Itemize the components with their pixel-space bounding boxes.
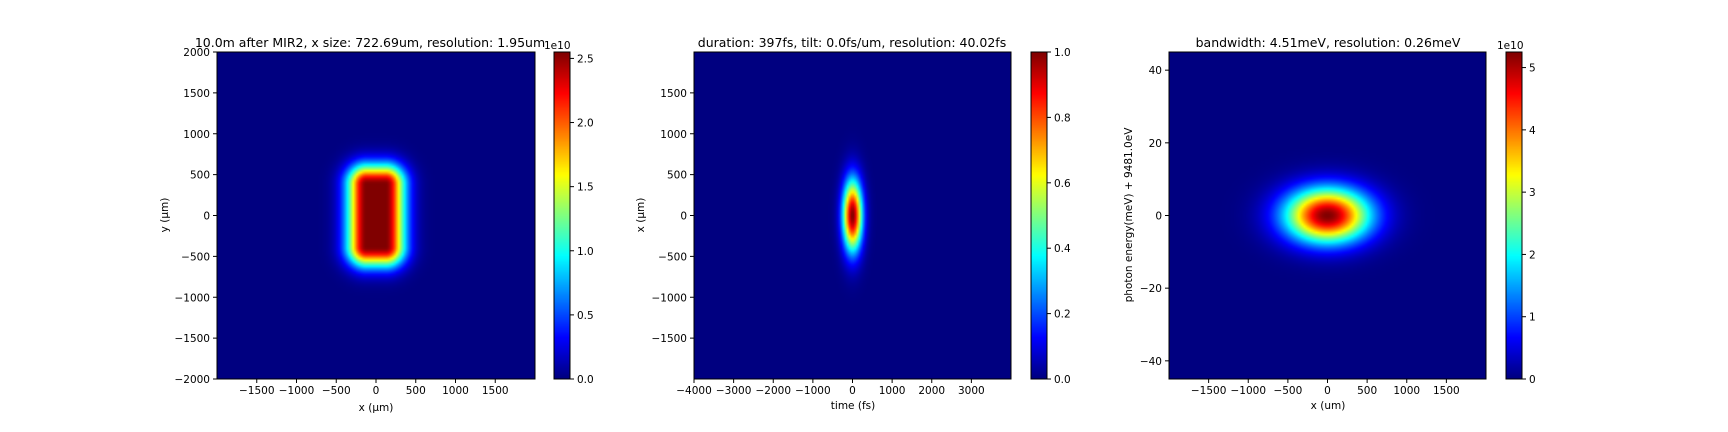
y-tick-label: 500 xyxy=(667,170,687,182)
x-tick-label: 500 xyxy=(406,385,426,397)
y-tick-label: 1000 xyxy=(660,129,687,141)
colorbar-tick-label: 2.5 xyxy=(577,53,594,65)
y-axis-label: photon energy(meV) + 9481.0eV xyxy=(1123,127,1135,303)
x-tick-label: −500 xyxy=(322,385,351,397)
colorbar-tick-label: 0 xyxy=(1529,374,1536,386)
colorbar-tick-label: 0.6 xyxy=(1054,178,1071,190)
y-tick-label: −20 xyxy=(1140,283,1162,295)
x-tick-label: 500 xyxy=(1357,385,1377,397)
colorbar-tick-label: 0.0 xyxy=(577,374,594,386)
colorbar-tick-label: 5 xyxy=(1529,63,1536,75)
x-axis-label: time (fs) xyxy=(831,400,875,412)
panel-time-x: duration: 397fs, tilt: 0.0fs/um, resolut… xyxy=(635,35,1071,412)
colorbar-frame xyxy=(1030,51,1048,380)
heatmap-image xyxy=(217,52,535,379)
heatmap-image xyxy=(1169,52,1486,379)
x-tick-label: −1000 xyxy=(279,385,315,397)
y-tick-label: 1500 xyxy=(660,88,687,100)
colorbar-tick-label: 1.0 xyxy=(577,246,594,258)
y-axis: −2000 −1500 −1000 −500 0 500 1000 1500 2000 xyxy=(174,47,217,386)
x-tick-label: −3000 xyxy=(716,385,752,397)
x-tick-label: −1500 xyxy=(239,385,275,397)
x-tick-label: 1500 xyxy=(1433,385,1460,397)
colorbar-image xyxy=(1031,52,1047,379)
y-axis: −1500 −1000 −500 0 500 1000 1500 xyxy=(651,88,694,345)
y-tick-label: 0 xyxy=(203,211,210,223)
x-tick-label: −1000 xyxy=(1230,385,1266,397)
y-tick-label: −1500 xyxy=(651,333,687,345)
y-axis-label: y (μm) xyxy=(159,198,171,233)
colorbar-axis: 0.0 0.5 1.0 1.5 2.0 2.5 xyxy=(570,53,594,386)
y-axis: −40 −20 0 20 40 xyxy=(1140,65,1169,368)
x-axis-label: x (μm) xyxy=(359,402,394,414)
x-tick-label: −2000 xyxy=(755,385,791,397)
y-tick-label: −40 xyxy=(1140,356,1162,368)
colorbar-tick-label: 1 xyxy=(1529,312,1536,324)
colorbar-tick-label: 0.5 xyxy=(577,310,594,322)
y-tick-label: −1000 xyxy=(174,292,210,304)
panel-title: duration: 397fs, tilt: 0.0fs/um, resolut… xyxy=(698,35,1006,50)
colorbar-tick-label: 2 xyxy=(1529,249,1536,261)
x-tick-label: −1500 xyxy=(1191,385,1227,397)
heatmap-image xyxy=(694,52,1011,379)
colorbar-tick-label: 0.2 xyxy=(1054,309,1071,321)
y-tick-label: 0 xyxy=(1155,211,1162,223)
x-tick-label: 0 xyxy=(1324,385,1331,397)
y-tick-label: −1500 xyxy=(174,333,210,345)
colorbar-tick-label: 1.5 xyxy=(577,182,594,194)
colorbar-image xyxy=(554,52,570,379)
x-tick-label: 0 xyxy=(849,385,856,397)
y-tick-label: −500 xyxy=(658,251,687,263)
colorbar-frame xyxy=(553,51,571,380)
x-tick-label: 2000 xyxy=(918,385,945,397)
x-axis-label: x (um) xyxy=(1311,400,1346,412)
colorbar-tick-label: 4 xyxy=(1529,125,1536,137)
y-tick-label: −1000 xyxy=(651,292,687,304)
y-tick-label: 1500 xyxy=(183,88,210,100)
x-tick-label: 3000 xyxy=(958,385,985,397)
x-axis: −1500 −1000 −500 0 500 1000 1500 xyxy=(239,379,509,397)
y-tick-label: 40 xyxy=(1149,65,1162,77)
panel-x-energy: bandwidth: 4.51meV, resolution: 0.26meV … xyxy=(1123,35,1536,412)
x-tick-label: 1000 xyxy=(879,385,906,397)
x-tick-label: 1000 xyxy=(1393,385,1420,397)
y-axis-label: x (μm) xyxy=(635,198,647,233)
y-tick-label: 0 xyxy=(680,211,687,223)
colorbar-tick-label: 2.0 xyxy=(577,118,594,130)
colorbar-offset-label: 1e10 xyxy=(1497,40,1524,52)
y-tick-label: 20 xyxy=(1149,138,1162,150)
colorbar-frame xyxy=(1505,51,1523,380)
y-tick-label: −500 xyxy=(181,251,210,263)
colorbar-tick-label: 3 xyxy=(1529,187,1536,199)
x-tick-label: −500 xyxy=(1273,385,1302,397)
x-tick-label: −1000 xyxy=(795,385,831,397)
y-tick-label: −2000 xyxy=(174,374,210,386)
colorbar-offset-label: 1e10 xyxy=(544,40,571,52)
y-tick-label: 1000 xyxy=(183,129,210,141)
colorbar-tick-label: 0.4 xyxy=(1054,243,1071,255)
colorbar-image xyxy=(1506,52,1522,379)
y-tick-label: 2000 xyxy=(183,47,210,59)
x-tick-label: −4000 xyxy=(676,385,712,397)
panel-intensity-xy: 10.0m after MIR2, x size: 722.69um, reso… xyxy=(159,35,594,414)
x-tick-label: 1000 xyxy=(442,385,469,397)
x-axis: −1500 −1000 −500 0 500 1000 1500 xyxy=(1191,379,1460,397)
y-tick-label: 500 xyxy=(190,170,210,182)
colorbar-tick-label: 1.0 xyxy=(1054,47,1071,59)
colorbar-axis: 0 1 2 3 4 5 xyxy=(1522,63,1536,386)
colorbar-tick-label: 0.8 xyxy=(1054,112,1071,124)
x-tick-label: 0 xyxy=(373,385,380,397)
x-tick-label: 1500 xyxy=(482,385,509,397)
panel-title: 10.0m after MIR2, x size: 722.69um, reso… xyxy=(195,35,545,50)
colorbar-tick-label: 0.0 xyxy=(1054,374,1071,386)
x-axis: −4000 −3000 −2000 −1000 0 1000 2000 3000 xyxy=(676,379,985,397)
colorbar-axis: 0.0 0.2 0.4 0.6 0.8 1.0 xyxy=(1047,47,1071,386)
panel-title: bandwidth: 4.51meV, resolution: 0.26meV xyxy=(1196,35,1461,50)
